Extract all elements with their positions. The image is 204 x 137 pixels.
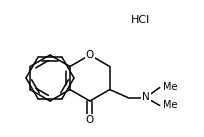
Text: O: O [86,50,94,60]
Text: N: N [142,92,150,102]
Text: HCl: HCl [130,15,150,25]
Text: Me: Me [163,82,177,92]
Text: O: O [86,115,94,125]
Text: Me: Me [163,101,177,111]
